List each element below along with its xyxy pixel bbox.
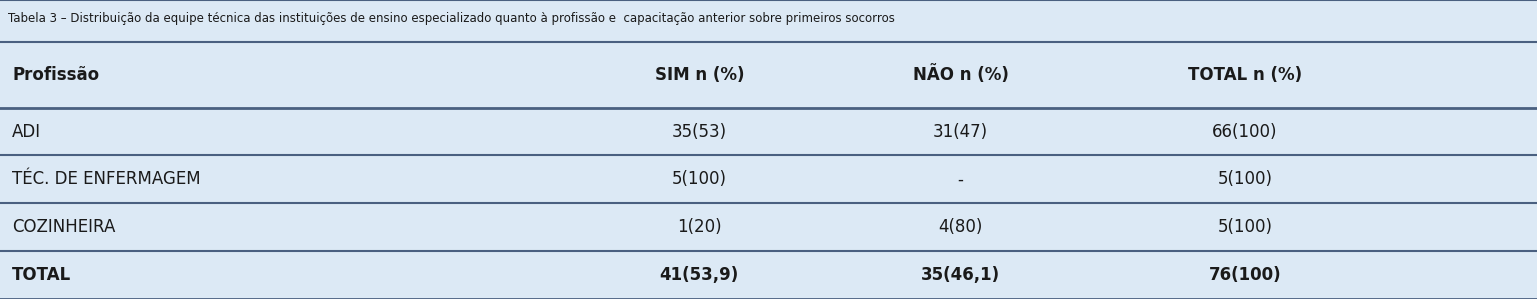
Bar <box>0 108 1537 155</box>
Text: TOTAL: TOTAL <box>12 266 72 284</box>
Text: 4(80): 4(80) <box>939 218 982 236</box>
Text: SIM n (%): SIM n (%) <box>655 66 744 84</box>
Text: 5(100): 5(100) <box>1217 170 1273 188</box>
Text: NÃO n (%): NÃO n (%) <box>913 65 1008 84</box>
Text: 76(100): 76(100) <box>1208 266 1282 284</box>
Text: 66(100): 66(100) <box>1213 123 1277 141</box>
Text: 35(53): 35(53) <box>672 123 727 141</box>
Text: 41(53,9): 41(53,9) <box>659 266 739 284</box>
Text: COZINHEIRA: COZINHEIRA <box>12 218 115 236</box>
Text: TOTAL n (%): TOTAL n (%) <box>1188 66 1302 84</box>
Bar <box>0 0 1537 42</box>
Text: TÉC. DE ENFERMAGEM: TÉC. DE ENFERMAGEM <box>12 170 201 188</box>
Bar <box>0 203 1537 251</box>
Text: ADI: ADI <box>12 123 41 141</box>
Bar <box>0 155 1537 203</box>
Text: Tabela 3 – Distribuição da equipe técnica das instituições de ensino especializa: Tabela 3 – Distribuição da equipe técnic… <box>8 12 895 25</box>
Text: Profissão: Profissão <box>12 66 100 84</box>
Text: 31(47): 31(47) <box>933 123 988 141</box>
Text: 5(100): 5(100) <box>672 170 727 188</box>
Text: 5(100): 5(100) <box>1217 218 1273 236</box>
Text: 1(20): 1(20) <box>676 218 722 236</box>
Bar <box>0 42 1537 108</box>
Text: -: - <box>958 170 964 188</box>
Text: 35(46,1): 35(46,1) <box>921 266 1001 284</box>
Bar <box>0 251 1537 299</box>
